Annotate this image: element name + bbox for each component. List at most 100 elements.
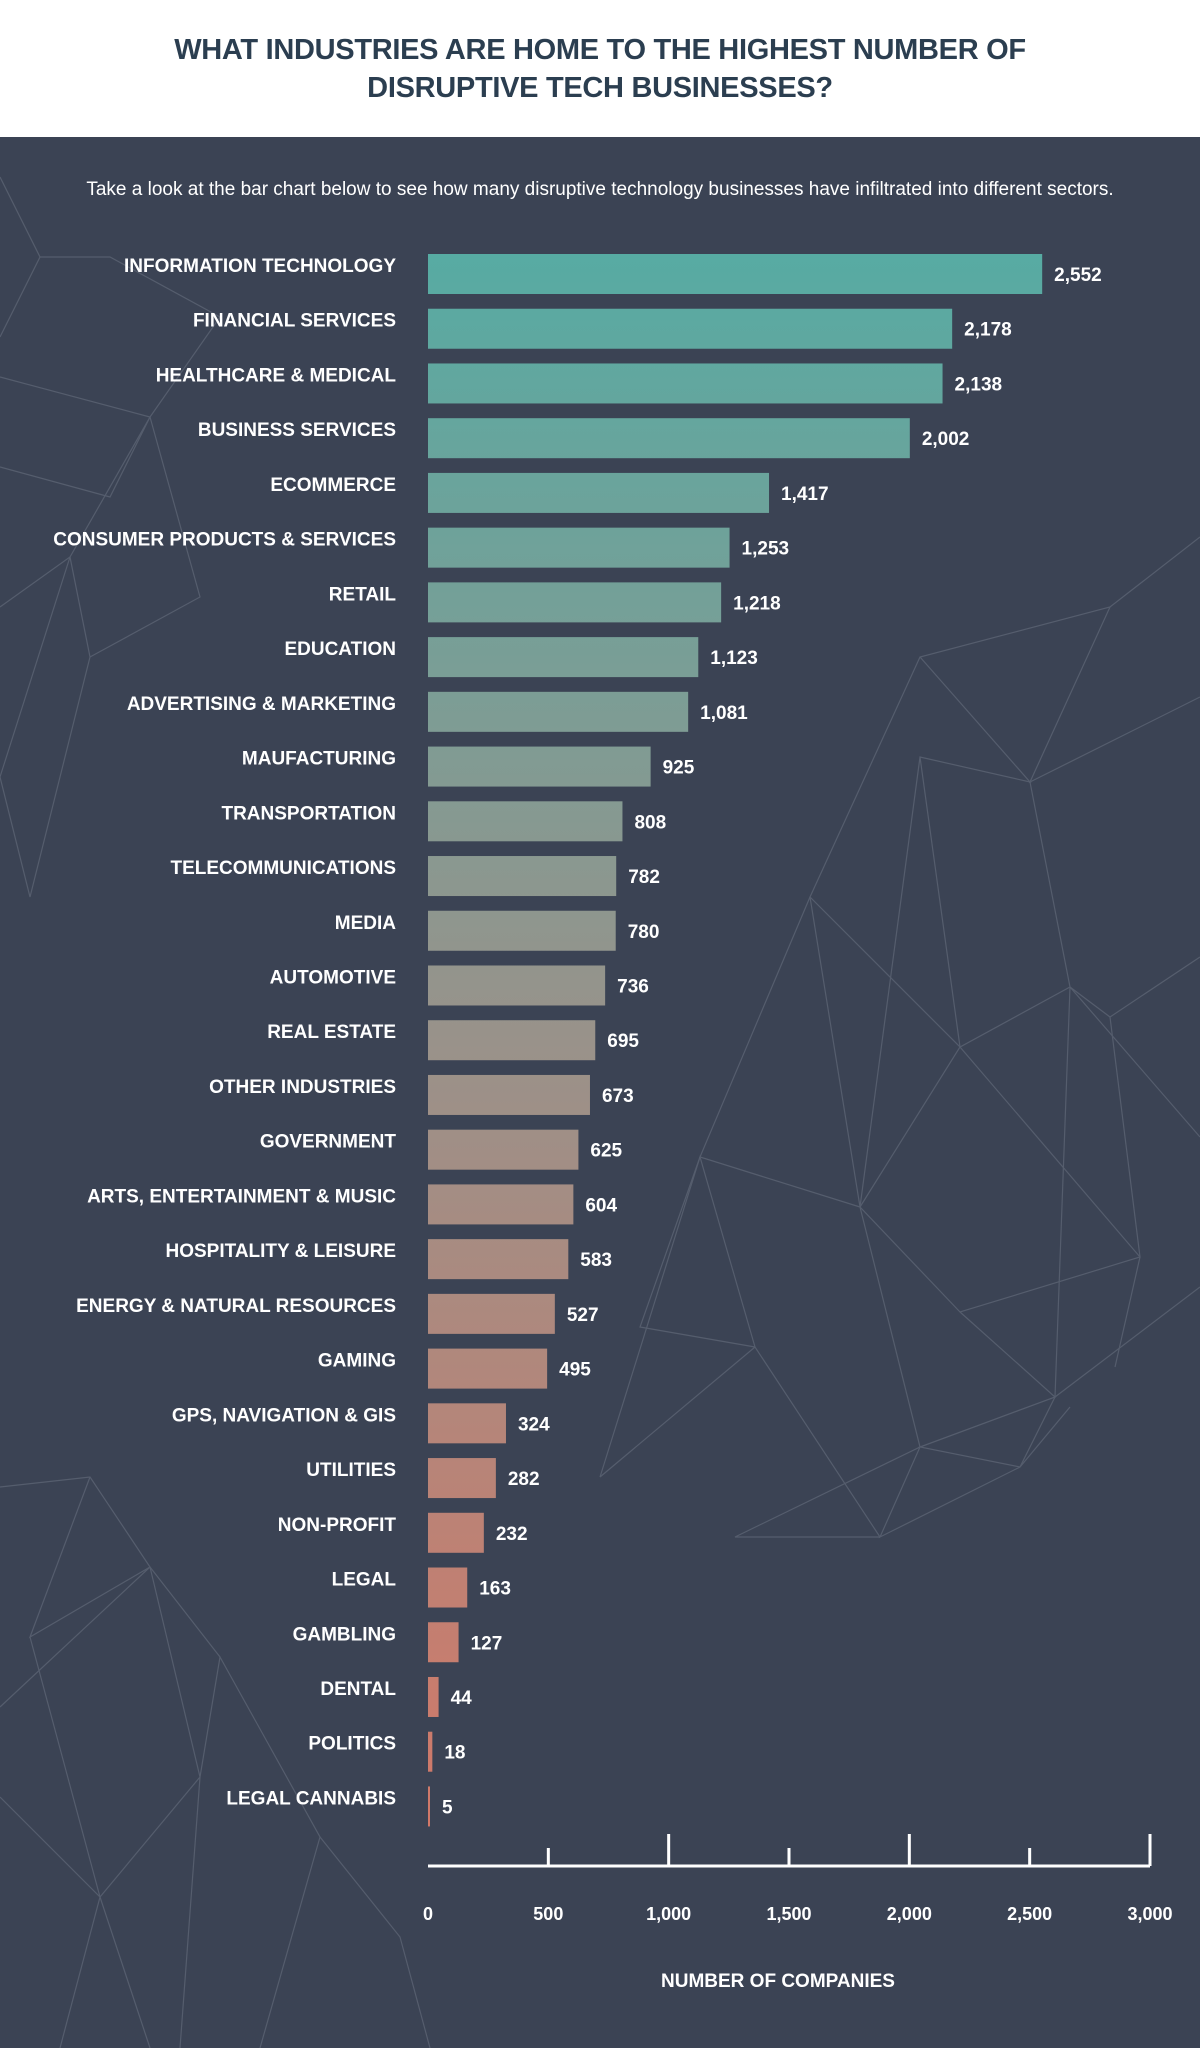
bar <box>428 1458 496 1499</box>
x-tick-label: 2,000 <box>887 1904 932 1924</box>
bar <box>428 1676 439 1717</box>
category-label: RETAIL <box>329 584 397 605</box>
category-labels: INFORMATION TECHNOLOGY FINANCIAL SERVICES… <box>53 256 396 1809</box>
value-label: 780 <box>628 922 660 943</box>
value-label: 782 <box>628 867 660 888</box>
value-label: 2,138 <box>955 374 1003 395</box>
value-label: 925 <box>663 758 695 779</box>
value-label: 625 <box>590 1141 622 1162</box>
x-axis: 0 500 1,000 1,500 2,000 2,500 3,000 <box>423 1834 1173 1924</box>
chart-panel: Take a look at the bar chart below to se… <box>0 137 1200 2048</box>
category-label: FINANCIAL SERVICES <box>193 311 396 332</box>
bars-group <box>428 254 1043 1827</box>
bar <box>428 1512 484 1553</box>
value-label: 5 <box>442 1797 453 1818</box>
bar <box>428 1786 430 1827</box>
category-label: TELECOMMUNICATIONS <box>170 858 396 879</box>
x-tick-label: 0 <box>423 1904 433 1924</box>
value-label: 44 <box>451 1688 473 1709</box>
category-label: MAUFACTURING <box>242 749 396 770</box>
category-label: ENERGY & NATURAL RESOURCES <box>76 1296 396 1317</box>
value-label: 495 <box>559 1360 591 1381</box>
value-label: 1,218 <box>733 593 781 614</box>
category-label: EDUCATION <box>284 639 396 660</box>
category-label: MEDIA <box>335 913 397 934</box>
bar-chart: INFORMATION TECHNOLOGY FINANCIAL SERVICES… <box>53 254 1173 1992</box>
value-label: 1,123 <box>710 648 758 669</box>
bar <box>428 1731 433 1772</box>
value-labels: 2,552 2,178 2,138 2,002 1,417 1,253 1,218 1,123… <box>442 265 1102 1818</box>
value-label: 127 <box>471 1633 503 1654</box>
category-label: POLITICS <box>308 1734 396 1755</box>
category-label: LEGAL <box>332 1570 397 1591</box>
value-label: 282 <box>508 1469 540 1490</box>
bar <box>428 1348 548 1389</box>
bar <box>428 1403 506 1444</box>
value-label: 2,552 <box>1054 265 1102 286</box>
bar <box>428 637 699 678</box>
category-label: CONSUMER PRODUCTS & SERVICES <box>53 530 396 551</box>
header: WHAT INDUSTRIES ARE HOME TO THE HIGHEST … <box>0 0 1200 137</box>
category-label: GOVERNMENT <box>260 1132 397 1153</box>
category-label: TRANSPORTATION <box>221 803 396 824</box>
bar <box>428 582 722 623</box>
x-tick-label: 2,500 <box>1007 1904 1052 1924</box>
category-label: GPS, NAVIGATION & GIS <box>172 1405 396 1426</box>
bar <box>428 746 651 787</box>
category-label: UTILITIES <box>306 1460 396 1481</box>
category-label: ADVERTISING & MARKETING <box>127 694 396 715</box>
x-tick-label: 1,500 <box>766 1904 811 1924</box>
value-label: 324 <box>518 1414 550 1435</box>
bar <box>428 1184 574 1225</box>
bar <box>428 254 1043 294</box>
bar <box>428 856 617 897</box>
category-label: REAL ESTATE <box>267 1022 396 1043</box>
bar <box>428 363 943 404</box>
value-label: 232 <box>496 1524 528 1545</box>
value-label: 1,253 <box>742 539 790 560</box>
value-label: 673 <box>602 1086 634 1107</box>
bar <box>428 1567 468 1608</box>
category-label: BUSINESS SERVICES <box>198 420 396 441</box>
value-label: 163 <box>479 1579 511 1600</box>
category-label: ARTS, ENTERTAINMENT & MUSIC <box>87 1186 396 1207</box>
value-label: 2,178 <box>964 320 1012 341</box>
bar <box>428 1074 590 1115</box>
x-tick-label: 1,000 <box>646 1904 691 1924</box>
value-label: 695 <box>607 1031 639 1052</box>
bar <box>428 1622 459 1663</box>
bar <box>428 801 623 842</box>
bar <box>428 1020 596 1061</box>
bar <box>428 527 730 568</box>
value-label: 808 <box>634 812 666 833</box>
bar <box>428 472 770 513</box>
background-mesh-pattern <box>0 176 1200 2048</box>
value-label: 736 <box>617 976 649 997</box>
x-tick-label: 500 <box>533 1904 563 1924</box>
value-label: 1,417 <box>781 484 829 505</box>
category-label: ECOMMERCE <box>270 475 396 496</box>
x-axis-title: NUMBER OF COMPANIES <box>661 1971 895 1992</box>
value-label: 1,081 <box>700 703 748 724</box>
category-label: NON-PROFIT <box>278 1515 397 1536</box>
bar <box>428 308 953 349</box>
bar <box>428 418 910 459</box>
category-label: GAMBLING <box>293 1624 396 1645</box>
bar <box>428 965 606 1006</box>
bar <box>428 1239 569 1280</box>
category-label: DENTAL <box>320 1679 396 1700</box>
value-label: 18 <box>444 1743 465 1764</box>
category-label: LEGAL CANNABIS <box>226 1788 396 1809</box>
value-label: 2,002 <box>922 429 970 450</box>
value-label: 527 <box>567 1305 599 1326</box>
category-label: HOSPITALITY & LEISURE <box>166 1241 397 1262</box>
category-label: OTHER INDUSTRIES <box>209 1077 396 1098</box>
category-label: HEALTHCARE & MEDICAL <box>156 365 397 386</box>
value-label: 583 <box>580 1250 612 1271</box>
x-tick-label: 3,000 <box>1127 1904 1172 1924</box>
chart-title: WHAT INDUSTRIES ARE HOME TO THE HIGHEST … <box>174 33 1026 104</box>
value-label: 604 <box>585 1195 617 1216</box>
chart-subtitle: Take a look at the bar chart below to se… <box>86 179 1114 200</box>
category-label: AUTOMOTIVE <box>270 967 396 988</box>
category-label: INFORMATION TECHNOLOGY <box>124 256 396 277</box>
